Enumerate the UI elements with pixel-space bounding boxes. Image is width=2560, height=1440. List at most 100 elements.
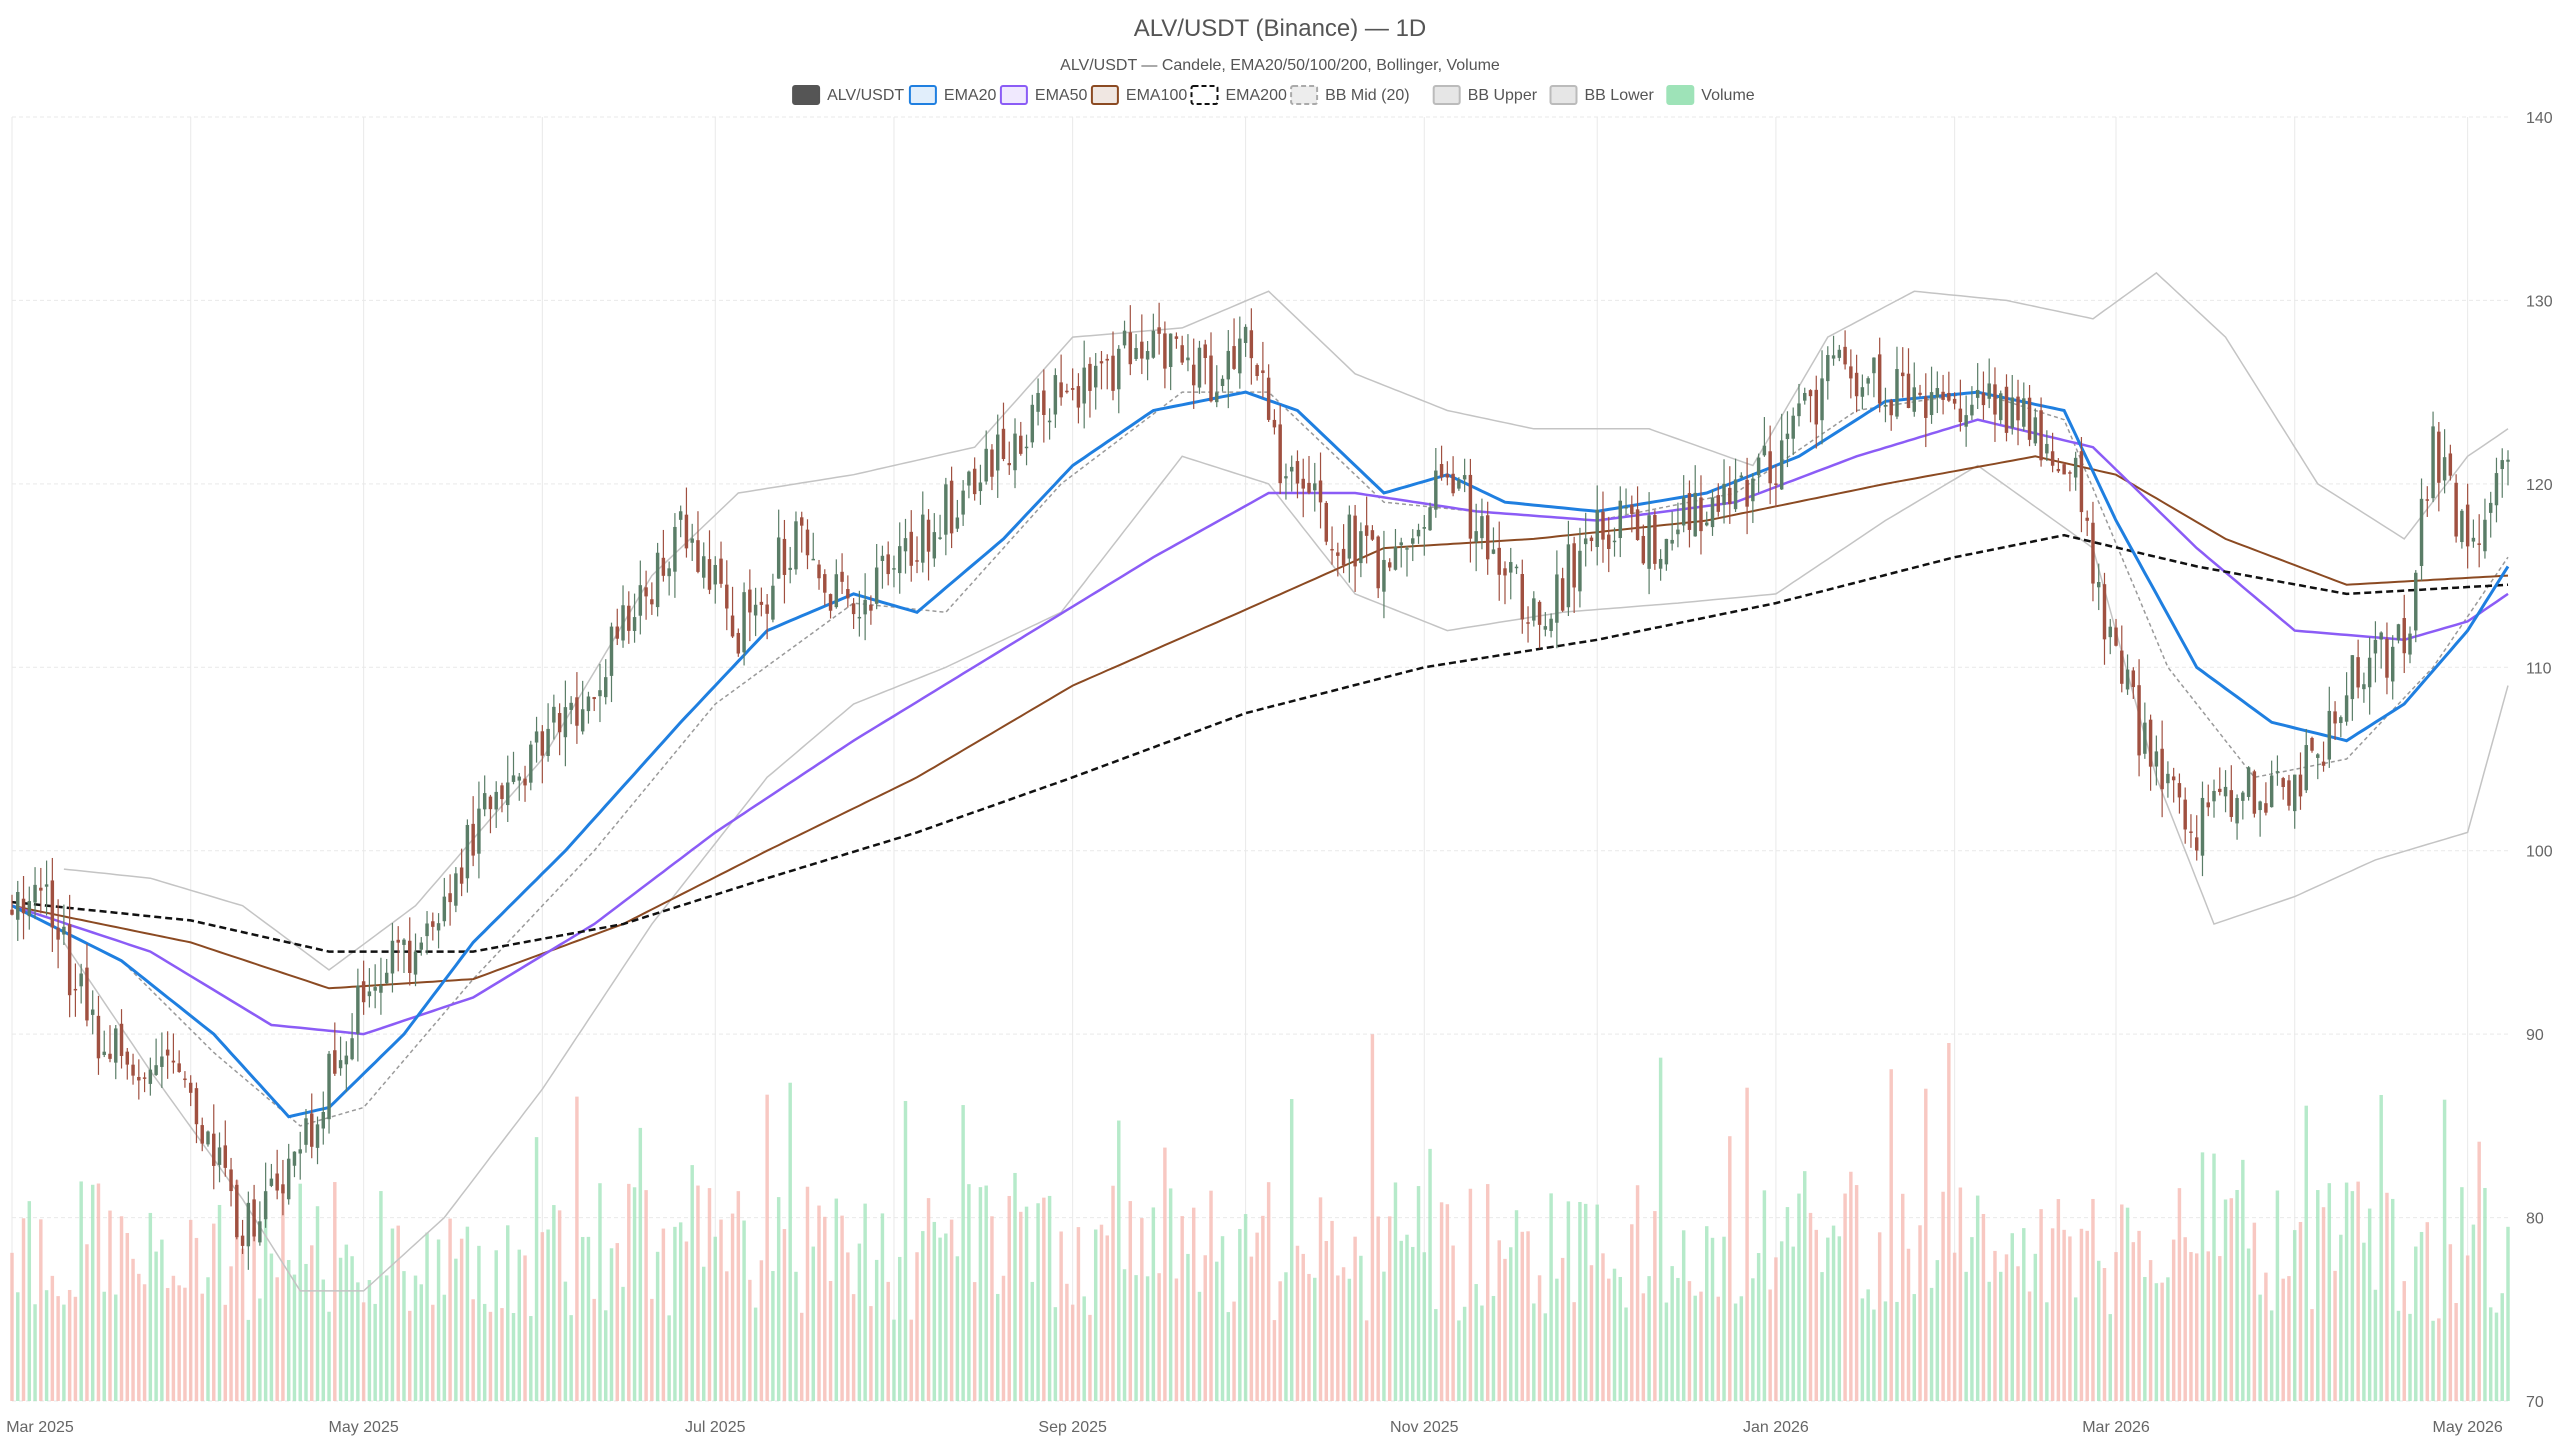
candle-body (1589, 537, 1594, 542)
volume-bar (1906, 1248, 1911, 1401)
candle-body (1076, 386, 1081, 408)
volume-bar (235, 1180, 239, 1401)
volume-bar (1589, 1265, 1594, 1401)
legend-label: Volume (1701, 87, 1754, 104)
volume-bar (2125, 1207, 2130, 1401)
legend-label: EMA50 (1035, 87, 1088, 104)
candle-body (742, 592, 746, 653)
candle-body (1860, 387, 1865, 397)
legend-swatch (1432, 85, 1461, 105)
volume-bar (1278, 1281, 1282, 1401)
candle-body (2339, 717, 2343, 724)
volume-bar (2160, 1282, 2164, 1401)
candle-body (823, 574, 827, 593)
candle-body (235, 1184, 239, 1238)
volume-bar (1111, 1185, 1115, 1401)
volume-bar (304, 1263, 308, 1401)
candle-body (1289, 466, 1294, 472)
volume-bar (1324, 1241, 1329, 1401)
volume-bar (2425, 1222, 2430, 1401)
volume-bar (638, 1127, 643, 1401)
x-tick-label: Mar 2026 (2082, 1419, 2150, 1436)
volume-bar (119, 1216, 124, 1401)
candle-body (1756, 457, 1761, 476)
candle-body (702, 556, 706, 578)
candle-body (1918, 392, 1922, 395)
candle-body (615, 626, 619, 639)
candle-body (1117, 348, 1121, 390)
candle-body (125, 1051, 130, 1065)
volume-bar (1387, 1216, 1392, 1401)
candle-body (1393, 546, 1398, 570)
volume-bar (2344, 1182, 2349, 1401)
candle-body (1641, 535, 1646, 564)
candle-body (1134, 348, 1138, 359)
volume-bar (2367, 1208, 2372, 1401)
candle-body (2465, 504, 2470, 547)
volume-bar (1330, 1220, 1334, 1401)
candle-body (517, 776, 521, 781)
volume-bar (79, 1181, 83, 1401)
volume-bar (1353, 1236, 1357, 1401)
volume-bar (310, 1245, 314, 1401)
candle-body (1278, 424, 1282, 484)
candle-body (488, 796, 493, 810)
volume-bar (1774, 1257, 1778, 1401)
candle-body (1964, 415, 1968, 427)
volume-bar (1509, 1247, 1513, 1401)
candle-body (1947, 392, 1951, 401)
volume-bar (1457, 1320, 1461, 1401)
candle-body (1203, 344, 1207, 359)
volume-bar (1313, 1277, 1317, 1401)
candle-body (2385, 638, 2389, 678)
volume-bar (580, 1236, 585, 1401)
candle-body (27, 901, 32, 917)
candle-body (183, 1078, 187, 1081)
volume-bar (1099, 1224, 1104, 1401)
candle-body (1739, 475, 1744, 478)
candle-body (96, 1015, 101, 1059)
candle-body (1624, 507, 1628, 509)
candle-body (142, 1077, 147, 1079)
volume-bar (1705, 1226, 1709, 1401)
volume-bar (1779, 1241, 1784, 1401)
volume-bar (684, 1241, 689, 1401)
volume-bar (788, 1082, 792, 1401)
candle-body (413, 951, 418, 975)
candle-body (67, 924, 72, 996)
candle-body (2344, 695, 2349, 722)
volume-bar (846, 1252, 850, 1401)
candle-body (315, 1124, 320, 1148)
candle-body (154, 1065, 158, 1075)
volume-bar (615, 1243, 619, 1401)
volume-bar (592, 1298, 596, 1401)
volume-bar (2500, 1293, 2504, 1401)
legend-label: BB Lower (1585, 87, 1655, 104)
candle-body (10, 909, 14, 915)
volume-bar (2264, 1272, 2268, 1401)
volume-bar (2287, 1276, 2291, 1401)
candle-body (604, 677, 608, 698)
candle-body (1555, 574, 1559, 623)
candle-body (1313, 483, 1317, 491)
candle-body (1065, 390, 1069, 393)
volume-bar (1635, 1185, 1640, 1401)
volume-bar (2056, 1199, 2061, 1401)
candle-body (1687, 493, 1692, 530)
candle-body (892, 568, 896, 570)
candle-body (1047, 420, 1052, 423)
candle-body (1341, 548, 1346, 566)
volume-bar (1370, 1034, 1375, 1401)
volume-bar (350, 1256, 354, 1401)
candle-body (2494, 473, 2499, 506)
volume-bar (396, 1225, 400, 1401)
volume-bar (50, 1275, 55, 1401)
volume-bar (1641, 1293, 1646, 1401)
candle-body (258, 1221, 262, 1243)
candle-body (500, 785, 504, 800)
volume-bar (2212, 1153, 2216, 1401)
candle-body (1826, 355, 1830, 382)
x-axis: Mar 2025 May 2025 Jul 2025 Sep 2025 Nov 2025… (6, 1419, 2503, 1436)
volume-bar (67, 1289, 72, 1401)
candle-body (961, 490, 965, 515)
